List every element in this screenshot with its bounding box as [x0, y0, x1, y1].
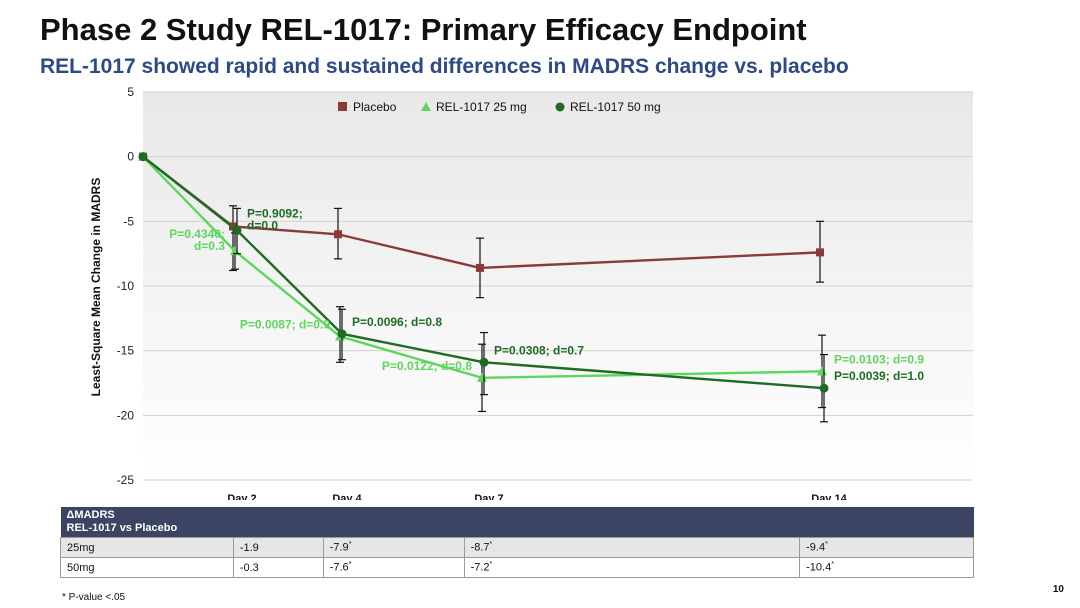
p-value-annotation: P=0.4340; [169, 227, 225, 241]
data-point-circle [819, 383, 829, 393]
table-row: 25mg -1.9 -7.9* -8.7* -9.4* [60, 537, 974, 558]
chart-legend: Placebo REL-1017 25 mg REL-1017 50 mg [338, 100, 661, 114]
legend-marker-square [338, 102, 347, 111]
series-rel-1017-50-mg [138, 152, 829, 423]
value: -9.4 [806, 541, 826, 554]
x-tick-label: Day 14 [811, 493, 847, 500]
value: -7.6 [329, 561, 349, 574]
significance-star: * [831, 561, 834, 569]
y-tick-label: -5 [123, 214, 134, 228]
legend-marker-triangle [421, 102, 431, 111]
value: -10.4 [806, 561, 832, 574]
cell-day4: -7.9* [322, 537, 465, 558]
page-title: Phase 2 Study REL-1017: Primary Efficacy… [40, 12, 807, 47]
cell-day2: -0.3 [232, 557, 324, 578]
page-subtitle: REL-1017 showed rapid and sustained diff… [40, 55, 849, 78]
y-tick-label: -20 [117, 408, 135, 422]
madrs-line-chart: 5 0 -5 -10 -15 -20 -25 Day 2 Day 4 Day 7 Day 14 P=0… [117, 85, 973, 500]
y-tick-label: -25 [117, 473, 135, 487]
y-tick-label: -10 [117, 279, 135, 293]
significance-star: * [489, 541, 493, 549]
table-row: 50mg -0.3 -7.6* -7.2* -10.4* [60, 557, 974, 578]
table-header-line2: REL-1017 vs Placebo [66, 522, 178, 534]
data-point-circle [138, 152, 148, 162]
significance-star: * [825, 541, 828, 549]
data-point-square [816, 248, 824, 257]
page-number: 10 [1052, 584, 1064, 595]
p-value-annotation: P=0.0122; d=0.8 [382, 359, 472, 373]
x-tick-label: Day 4 [332, 493, 362, 500]
row-label: 50mg [60, 557, 234, 578]
cell-day2: -1.9 [232, 537, 324, 558]
cell-day7: -8.7* [463, 537, 801, 558]
data-point-circle [337, 329, 347, 339]
value: -7.2 [470, 561, 490, 574]
p-value-annotation: P=0.0103; d=0.9 [834, 352, 924, 366]
p-value-annotation: P=0.0096; d=0.8 [352, 315, 442, 329]
legend-marker-circle [555, 102, 565, 112]
cell-day4: -7.6* [322, 557, 465, 578]
p-value-annotation: P=0.0087; d=0.9 [240, 317, 330, 331]
p-value-annotation: P=0.0308; d=0.7 [494, 343, 584, 357]
data-point-square [334, 230, 342, 239]
footnote: * P-value <.05 [62, 592, 126, 603]
y-axis-title: Least-Square Mean Change in MADRS [89, 177, 103, 397]
row-label: 25mg [60, 537, 234, 558]
data-point-circle [479, 357, 489, 367]
significance-star: * [348, 541, 352, 549]
value: -8.7 [470, 541, 490, 554]
x-tick-label: Day 2 [227, 493, 256, 500]
p-value-annotation: P=0.9092; [247, 206, 303, 220]
y-tick-label: 0 [127, 150, 134, 164]
legend-label: REL-1017 25 mg [436, 100, 527, 114]
x-tick-label: Day 7 [474, 493, 503, 500]
table-header-line1: ΔMADRS [66, 509, 115, 521]
value: -7.9 [329, 541, 349, 554]
cell-day7: -7.2* [463, 557, 801, 578]
significance-star: * [489, 561, 493, 569]
table-header-row: ΔMADRS REL-1017 vs Placebo [60, 507, 974, 538]
y-tick-label: 5 [127, 85, 134, 99]
y-tick-label: -15 [117, 344, 135, 358]
p-value-annotation: P=0.0039; d=1.0 [834, 369, 924, 383]
delta-madrs-table: ΔMADRS REL-1017 vs Placebo 25mg -1.9 -7.… [60, 507, 974, 578]
cell-day14: -10.4* [799, 557, 974, 578]
cell-day14: -9.4* [799, 537, 974, 558]
significance-star: * [348, 561, 352, 569]
p-value-annotation: d=0.3 [194, 239, 225, 253]
p-value-annotation: d=0.0 [247, 218, 278, 232]
legend-label: REL-1017 50 mg [570, 100, 661, 114]
data-point-square [476, 263, 484, 272]
table-header-cell: ΔMADRS REL-1017 vs Placebo [60, 507, 974, 538]
data-point-circle [232, 225, 242, 235]
legend-label: Placebo [353, 100, 397, 114]
